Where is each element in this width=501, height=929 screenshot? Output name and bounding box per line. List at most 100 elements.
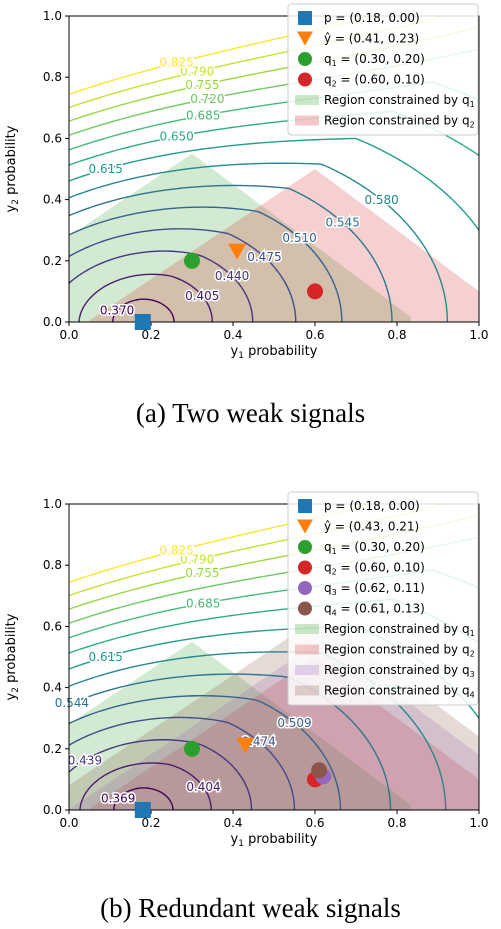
contour-label: 0.544 bbox=[55, 696, 89, 710]
legend-swatch bbox=[295, 665, 319, 675]
contour-line-2 bbox=[79, 762, 212, 811]
x-tick-label: 0.0 bbox=[59, 328, 78, 342]
legend-marker bbox=[298, 601, 312, 616]
y-tick-label: 1.0 bbox=[43, 497, 62, 511]
chart-caption-a: (a) Two weak signals bbox=[135, 398, 366, 428]
legend-box bbox=[287, 3, 479, 136]
chart-caption-b: (b) Redundant weak signals bbox=[100, 893, 401, 923]
y-tick-label: 0.0 bbox=[43, 803, 62, 817]
contour-chart-b: 0.3690.4040.4390.4740.5090.5440.5790.615… bbox=[4, 491, 489, 849]
legend-label: q1 = (0.30, 0.20) bbox=[324, 52, 425, 68]
legend-label: q1 = (0.30, 0.20) bbox=[324, 540, 425, 556]
contour-label: 0.369 bbox=[101, 792, 135, 806]
x-axis-label: y1 probability bbox=[231, 344, 318, 361]
contour-line-2 bbox=[78, 273, 214, 323]
contour-label: 0.510 bbox=[282, 231, 316, 245]
contour-label: 0.615 bbox=[89, 162, 123, 176]
y-tick-label: 0.8 bbox=[43, 558, 62, 572]
contour-label: 0.720 bbox=[190, 92, 224, 106]
x-tick-label: 0.8 bbox=[387, 328, 406, 342]
legend-label: q2 = (0.60, 0.10) bbox=[324, 561, 425, 577]
contour-label: 0.615 bbox=[89, 650, 123, 664]
contour-label: 0.370 bbox=[100, 304, 134, 318]
point-q2 bbox=[307, 283, 323, 300]
contour-label: 0.685 bbox=[186, 596, 220, 610]
legend-label: q4 = (0.61, 0.13) bbox=[324, 602, 425, 618]
point-yhat bbox=[228, 243, 247, 260]
chart-panel-b: 0.3690.4040.4390.4740.5090.5440.5790.615… bbox=[0, 488, 501, 928]
contour-label: 0.755 bbox=[185, 566, 219, 580]
contour-label: 0.790 bbox=[180, 553, 214, 567]
y-tick-label: 0.2 bbox=[43, 254, 62, 268]
legend-label: Region constrained by q1 bbox=[324, 622, 475, 638]
y-tick-label: 0.2 bbox=[43, 742, 62, 756]
y-tick-label: 0.8 bbox=[43, 70, 62, 84]
contour-line-1 bbox=[112, 298, 175, 323]
legend-swatch bbox=[295, 624, 319, 634]
x-tick-label: 1.0 bbox=[469, 328, 488, 342]
x-tick-label: 0.2 bbox=[141, 816, 160, 830]
legend-label: Region constrained by q1 bbox=[324, 93, 475, 109]
region-q1 bbox=[69, 153, 411, 322]
legend-label: p = (0.18, 0.00) bbox=[324, 11, 420, 25]
point-q1 bbox=[184, 252, 200, 269]
plot-frame bbox=[68, 503, 480, 811]
point-q4 bbox=[311, 762, 328, 779]
y-axis-label: y2 probability bbox=[4, 613, 21, 700]
contour-line-5 bbox=[68, 695, 342, 811]
contour-line-1 bbox=[113, 787, 174, 811]
contour-label: 0.790 bbox=[180, 65, 214, 79]
contour-label: 0.755 bbox=[185, 78, 219, 92]
contour-label: 0.825 bbox=[159, 56, 193, 70]
contour-label: 0.439 bbox=[68, 753, 102, 767]
contour-line-8 bbox=[68, 137, 480, 231]
legend-marker bbox=[298, 52, 312, 66]
contour-label: 0.404 bbox=[186, 780, 220, 794]
legend-marker bbox=[297, 31, 313, 46]
legend-label: q3 = (0.62, 0.11) bbox=[324, 581, 425, 597]
y-axis-label: y2 probability bbox=[4, 125, 21, 212]
contour-label: 0.685 bbox=[186, 108, 220, 122]
x-tick-label: 0.2 bbox=[141, 328, 160, 342]
point-p bbox=[134, 802, 151, 818]
contour-label: 0.509 bbox=[277, 716, 311, 730]
legend-label: p = (0.18, 0.00) bbox=[324, 499, 420, 513]
contour-line-6 bbox=[68, 184, 393, 323]
legend-label: ŷ = (0.43, 0.21) bbox=[324, 520, 419, 534]
contour-line-3 bbox=[68, 739, 253, 811]
x-tick-label: 0.4 bbox=[223, 816, 242, 830]
contour-label: 0.650 bbox=[159, 130, 193, 144]
legend-label: ŷ = (0.41, 0.23) bbox=[324, 32, 419, 46]
legend-swatch bbox=[295, 115, 319, 126]
legend-label: q2 = (0.60, 0.10) bbox=[324, 73, 425, 89]
contour-line-7 bbox=[68, 162, 449, 323]
contour-label: 0.475 bbox=[247, 250, 281, 264]
contour-label: 0.545 bbox=[325, 216, 359, 230]
contour-label: 0.405 bbox=[185, 289, 219, 303]
x-tick-label: 0.6 bbox=[305, 816, 324, 830]
x-axis-label: y1 probability bbox=[231, 832, 318, 849]
y-tick-label: 0.0 bbox=[43, 315, 62, 329]
legend-marker bbox=[298, 581, 312, 595]
legend-marker bbox=[298, 540, 312, 554]
plot-frame bbox=[68, 15, 480, 323]
legend-marker bbox=[297, 519, 313, 534]
contour-label: 0.440 bbox=[215, 269, 249, 283]
x-tick-label: 0.4 bbox=[223, 328, 242, 342]
legend-swatch bbox=[295, 685, 319, 696]
legend-swatch bbox=[295, 644, 319, 655]
y-tick-label: 0.4 bbox=[43, 681, 62, 695]
y-tick-label: 0.4 bbox=[43, 193, 62, 207]
legend-label: Region constrained by q4 bbox=[324, 684, 475, 700]
y-tick-label: 0.6 bbox=[43, 619, 62, 633]
legend-box bbox=[287, 491, 479, 706]
legend-label: Region constrained by q2 bbox=[324, 643, 475, 659]
legend-label: Region constrained by q2 bbox=[324, 114, 475, 130]
x-tick-label: 0.0 bbox=[59, 816, 78, 830]
x-tick-label: 1.0 bbox=[469, 816, 488, 830]
point-yhat bbox=[236, 737, 255, 754]
legend-marker bbox=[298, 560, 312, 575]
contour-label: 0.580 bbox=[364, 193, 398, 207]
x-tick-label: 0.6 bbox=[305, 328, 324, 342]
